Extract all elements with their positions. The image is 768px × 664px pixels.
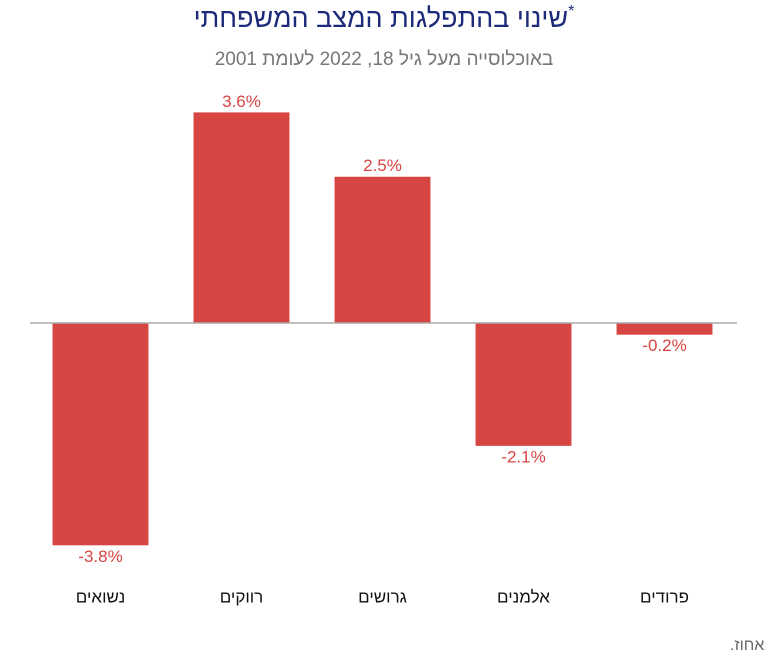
value-label: 2.5% [363,156,402,175]
x-tick-label: רווקים [220,587,264,606]
bar [475,323,572,446]
x-tick-label: נשואים [76,587,125,606]
title-mark: * [568,3,574,20]
footnote-text: שינוי בנקודות אחוז. [730,637,768,654]
x-tick-label: אלמנים [497,587,550,606]
value-label: -3.8% [78,547,122,566]
x-tick-label: פרודים [640,587,689,606]
value-label: -0.2% [642,336,686,355]
bar [334,176,431,323]
bar [193,112,290,324]
title-text: שינוי בהתפלגות המצב המשפחתי [194,3,569,33]
footnote: *שינוי בנקודות אחוז. [730,635,768,654]
chart-title: *שינוי בהתפלגות המצב המשפחתי [194,3,575,33]
chart-subtitle: באוכלוסייה מעל גיל 18, 2022 לעומת 2001 [215,49,554,70]
bar [616,323,713,335]
value-label: -2.1% [501,447,545,466]
x-tick-label: גרושים [358,587,407,606]
value-label: 3.6% [222,92,261,111]
bar [52,323,149,546]
